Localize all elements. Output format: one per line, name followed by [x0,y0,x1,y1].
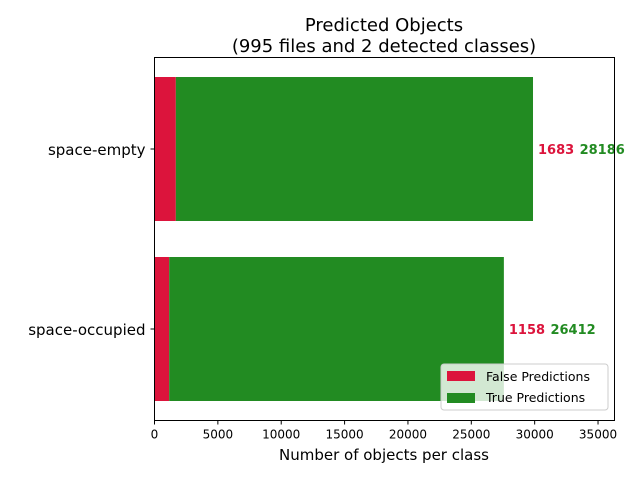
y-tick-label-space-occupied: space-occupied [28,321,145,339]
legend-swatch-true [447,393,475,403]
plot-frame [154,57,615,421]
x-axis-label: Number of objects per class [279,446,489,464]
x-tick-label-10000: 10000 [262,428,300,442]
value-label-space-occupied-false: 1158 [509,323,545,338]
bars-group [154,77,534,401]
y-axis-ticks: space-empty space-occupied [28,141,155,339]
value-labels-group: 1683 28186 1158 26412 [509,143,625,338]
legend-box [440,363,609,411]
legend-swatch-false [447,371,475,381]
bar-space-empty-true [175,77,534,221]
chart-subtitle: (995 files and 2 detected classes) [232,36,536,57]
x-axis-ticks: 0 5000 10000 15000 20000 25000 30000 35000 [151,420,617,442]
x-tick-label-15000: 15000 [325,428,363,442]
bar-space-occupied-false [154,257,170,401]
x-tick-label-30000: 30000 [516,428,554,442]
x-tick-label-0: 0 [151,428,159,442]
value-label-space-empty-false: 1683 [538,143,574,158]
legend-label-true: True Predictions [485,390,585,405]
legend: False Predictions True Predictions [440,363,609,411]
chart-title: Predicted Objects [305,15,463,36]
value-label-space-empty-true: 28186 [580,143,625,158]
legend-label-false: False Predictions [486,369,590,384]
x-tick-label-25000: 25000 [452,428,490,442]
bar-space-empty-false [154,77,176,221]
x-tick-label-5000: 5000 [203,428,234,442]
y-tick-label-space-empty: space-empty [48,141,146,159]
x-tick-label-20000: 20000 [389,428,427,442]
x-tick-label-35000: 35000 [579,428,617,442]
value-label-space-occupied-true: 26412 [550,323,595,338]
